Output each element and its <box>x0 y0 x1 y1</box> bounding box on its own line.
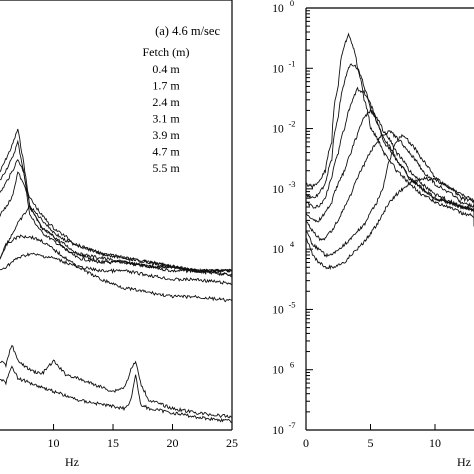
right-series-line <box>305 133 474 258</box>
right-y-tick-exponent: -2 <box>288 119 295 129</box>
left-x-tick-label: 15 <box>107 436 119 450</box>
right-x-axis-label: Hz <box>457 455 471 469</box>
right-x-ticks: 0 5 10 <box>303 424 441 450</box>
left-x-tick-label: 10 <box>48 436 60 450</box>
legend-title: Fetch (m) <box>143 45 190 59</box>
left-x-axis-label: Hz <box>65 455 79 469</box>
right-y-tick-label: 10 <box>272 124 284 136</box>
right-panel: 10 0 10 -1 10 -2 10 -3 10 4 10 -5 10 6 10 -7 0 5 10 Hz <box>272 0 474 469</box>
right-y-tick-label: 10 <box>272 3 284 15</box>
left-series-line <box>0 128 233 274</box>
left-series-line <box>0 344 232 419</box>
legend-entry: 4.7 m <box>152 145 180 159</box>
legend-entry: 1.7 m <box>152 79 180 93</box>
right-x-tick-label: 10 <box>429 436 441 450</box>
right-y-tick-exponent: -3 <box>288 179 295 189</box>
left-series-line <box>0 159 233 274</box>
right-y-tick-label: 10 <box>272 425 284 437</box>
right-y-tick-label: 10 <box>272 184 284 196</box>
right-y-tick-label: 10 <box>272 304 284 316</box>
left-panel: 10 15 20 25 Hz (a) 4.6 m/sec Fetch (m) 0.4 … <box>0 0 238 469</box>
left-series-line <box>0 234 233 303</box>
right-series-line <box>305 130 474 242</box>
left-series-line <box>0 252 233 286</box>
right-y-tick-exponent: -5 <box>288 299 295 309</box>
right-traces <box>305 32 474 271</box>
legend-entry: 2.4 m <box>152 95 180 109</box>
left-series-line <box>0 204 233 277</box>
legend-entry: 5.5 m <box>152 161 180 175</box>
right-y-tick-label: 10 <box>272 365 284 377</box>
right-series-line <box>305 108 474 223</box>
legend-entry: 0.4 m <box>152 62 180 76</box>
right-y-tick-label: 10 <box>272 63 284 75</box>
right-x-tick-label: 0 <box>303 436 309 450</box>
right-x-tick-label: 5 <box>368 436 374 450</box>
right-y-tick-label: 10 <box>272 244 284 256</box>
right-series-line <box>305 63 474 222</box>
left-traces <box>0 128 233 424</box>
right-y-tick-exponent: -1 <box>288 58 295 68</box>
left-x-ticks: 10 15 20 25 <box>48 424 238 450</box>
right-y-tick-exponent: 0 <box>290 0 294 8</box>
right-y-tick-exponent: 4 <box>290 239 295 249</box>
legend-entry: 3.9 m <box>152 128 180 142</box>
right-y-tick-exponent: -7 <box>288 420 295 430</box>
panel-annotation: (a) 4.6 m/sec <box>155 24 220 38</box>
left-x-tick-label: 20 <box>167 436 179 450</box>
legend: 0.4 m 1.7 m 2.4 m 3.1 m 3.9 m 4.7 m 5.5 m <box>152 62 180 175</box>
left-series-line <box>0 365 233 424</box>
left-x-tick-label: 25 <box>226 436 238 450</box>
right-series-line <box>305 86 474 218</box>
right-y-tick-exponent: 6 <box>290 360 294 370</box>
right-series-line <box>305 175 474 271</box>
right-y-ticks: 10 0 10 -1 10 -2 10 -3 10 4 10 -5 10 6 10 -7 <box>272 0 313 437</box>
legend-entry: 3.1 m <box>152 112 180 126</box>
right-series-line <box>305 32 474 227</box>
